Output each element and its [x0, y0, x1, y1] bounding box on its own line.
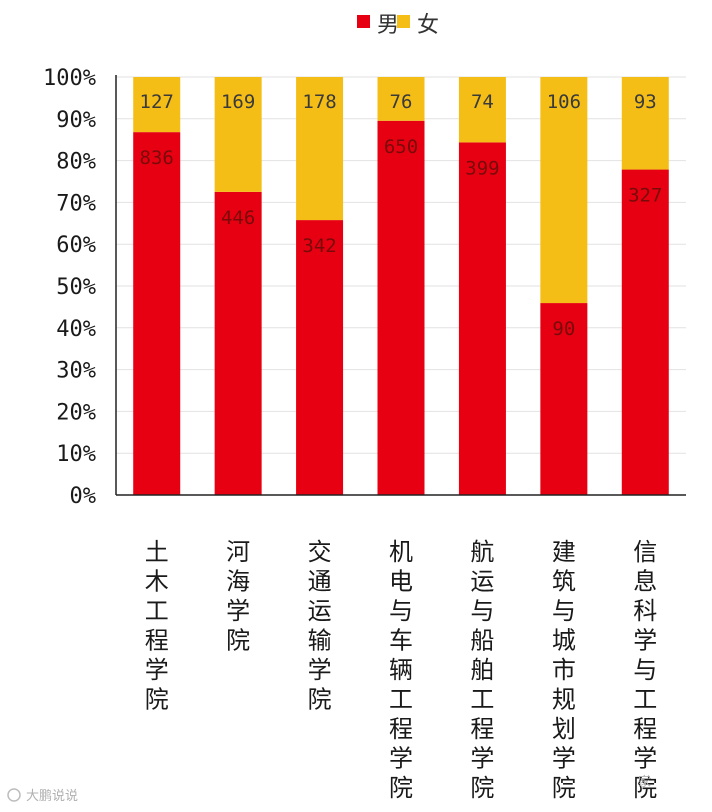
data-label-male: 342	[302, 235, 336, 257]
bar-male	[296, 220, 344, 496]
bar-male	[458, 142, 506, 495]
y-tick-label: 0%	[70, 484, 97, 509]
category-label: 建筑与城市规划学院	[552, 538, 576, 802]
bar-male	[377, 120, 425, 496]
y-tick-label: 20%	[56, 400, 96, 425]
data-label-male: 650	[384, 136, 418, 158]
data-label-female: 74	[471, 91, 494, 113]
data-label-female: 178	[302, 91, 336, 113]
data-label-male: 399	[465, 157, 499, 179]
category-label: 信息科学与工程学院	[633, 538, 657, 802]
bar-female	[133, 77, 181, 133]
data-label-female: 76	[390, 91, 413, 113]
bar-male	[214, 191, 262, 495]
bar-female	[540, 77, 588, 304]
bar-female	[296, 77, 344, 221]
watermark: 大鹏说说 家	[7, 774, 651, 804]
legend-item-male-swatch	[357, 15, 370, 28]
bar-female	[621, 77, 669, 170]
axes	[115, 75, 686, 496]
category-label: 交通运输学院	[308, 538, 332, 714]
bar-male	[621, 169, 669, 496]
legend-item-female-swatch	[397, 15, 410, 28]
y-tick-label: 80%	[56, 150, 96, 175]
y-tick-label: 70%	[56, 191, 96, 216]
y-axis-ticks: 0% 10% 20% 30% 40% 50% 60% 70% 80% 90% 100%	[43, 66, 96, 509]
y-tick-label: 60%	[56, 233, 96, 258]
legend-item-male-label: 男	[377, 13, 399, 38]
data-label-female: 169	[221, 91, 255, 113]
category-label: 河海学院	[226, 538, 250, 655]
y-tick-label: 100%	[43, 66, 96, 91]
y-tick-label: 40%	[56, 317, 96, 342]
data-label-female: 93	[634, 91, 657, 113]
bar-male	[540, 303, 588, 495]
legend: 男女	[357, 13, 439, 38]
data-label-male: 836	[140, 147, 174, 169]
y-tick-label: 30%	[56, 359, 96, 384]
category-label: 机电与车辆工程学院	[389, 538, 413, 802]
watermark-icon	[7, 788, 21, 802]
legend-item-female-label: 女	[417, 13, 439, 38]
bar-female	[458, 77, 506, 143]
data-label-female: 106	[547, 91, 581, 113]
bar-female	[214, 77, 262, 192]
watermark-text-right: 家	[638, 774, 651, 790]
category-label: 航运与船舶工程学院	[470, 538, 494, 802]
y-tick-label: 90%	[56, 108, 96, 133]
y-tick-label: 50%	[56, 275, 96, 300]
y-tick-label: 10%	[56, 442, 96, 467]
bar-male	[133, 132, 181, 495]
watermark-text-left: 大鹏说说	[26, 789, 78, 804]
category-label: 土木工程学院	[145, 538, 169, 714]
data-label-male: 90	[552, 318, 575, 340]
category-labels: 土木工程学院 河海学院 交通运输学院 机电与车辆工程学院 航运与船舶工程学院 建筑与城市规…	[145, 538, 658, 802]
bars	[133, 77, 669, 496]
data-label-male: 327	[628, 185, 662, 207]
bar-female	[377, 77, 425, 121]
data-label-female: 127	[140, 91, 174, 113]
data-labels: 127 836 169 446 178 342 76 650 74 399 106 90 93 327	[140, 91, 663, 340]
data-label-male: 446	[221, 207, 255, 229]
